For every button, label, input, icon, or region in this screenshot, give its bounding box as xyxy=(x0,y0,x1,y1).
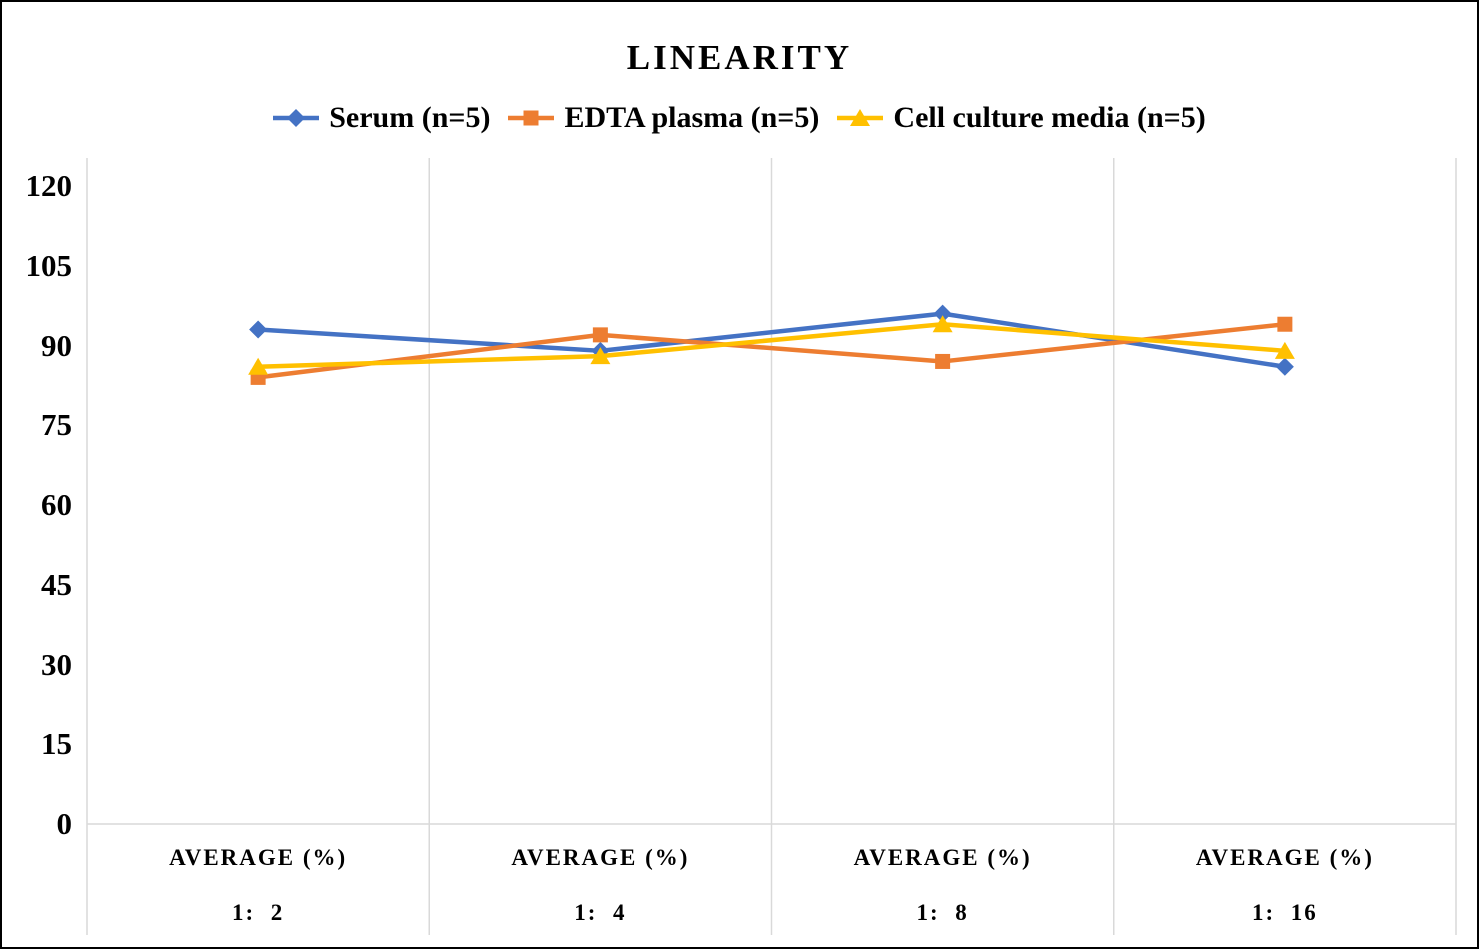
y-tick-label: 45 xyxy=(41,566,72,602)
legend-label: Serum (n=5) xyxy=(329,101,491,134)
data-point-marker xyxy=(592,327,608,343)
legend-swatch-marker xyxy=(287,109,306,127)
triangle-legend-marker-icon xyxy=(837,109,884,126)
legend-swatch-marker xyxy=(850,109,871,126)
diamond-legend-marker-icon xyxy=(273,109,320,127)
data-point-marker xyxy=(935,353,951,369)
x-category-tick-label: 1: 4 xyxy=(574,900,627,925)
data-point-marker xyxy=(932,315,953,333)
legend-item: Cell culture media (n=5) xyxy=(837,101,1206,135)
x-category-tick-label: 1: 8 xyxy=(916,900,969,925)
series-line-1 xyxy=(257,321,1286,380)
square-legend-marker-icon xyxy=(508,110,555,126)
data-point-marker xyxy=(1274,341,1295,359)
x-category-group-label: AVERAGE (%) xyxy=(511,845,690,870)
chart-legend: Serum (n=5) EDTA plasma (n=5) Cell culture… xyxy=(2,98,1477,138)
data-point-marker xyxy=(933,304,952,323)
y-tick-label: 120 xyxy=(25,168,73,203)
y-tick-label: 90 xyxy=(41,327,72,363)
y-tick-label: 15 xyxy=(41,726,72,762)
y-tick-label: 30 xyxy=(41,646,72,682)
x-category-tick-label: 1: 2 xyxy=(232,900,285,925)
y-tick-label: 0 xyxy=(56,806,73,841)
series-line-0 xyxy=(257,311,1286,369)
series-line-2 xyxy=(258,321,1286,370)
chart-title: LINEARITY xyxy=(626,38,853,77)
y-tick-label: 75 xyxy=(41,407,72,443)
x-category-group-label: AVERAGE (%) xyxy=(853,845,1032,870)
x-category-group-label: AVERAGE (%) xyxy=(1195,845,1374,870)
y-tick-label: 105 xyxy=(25,247,73,283)
x-category-group-label: AVERAGE (%) xyxy=(169,845,348,870)
legend-label: EDTA plasma (n=5) xyxy=(564,101,820,134)
data-point-marker xyxy=(590,347,611,365)
legend-item: EDTA plasma (n=5) xyxy=(508,101,819,135)
legend-label: Cell culture media (n=5) xyxy=(893,101,1206,134)
legend-item: Serum (n=5) xyxy=(273,101,490,135)
data-point-marker xyxy=(1277,316,1293,332)
data-point-marker xyxy=(248,357,269,375)
x-category-tick-label: 1: 16 xyxy=(1252,900,1318,925)
y-tick-label: 60 xyxy=(41,487,72,522)
data-point-marker xyxy=(1275,357,1294,376)
legend-swatch-marker xyxy=(523,110,539,126)
data-point-marker xyxy=(249,320,268,339)
